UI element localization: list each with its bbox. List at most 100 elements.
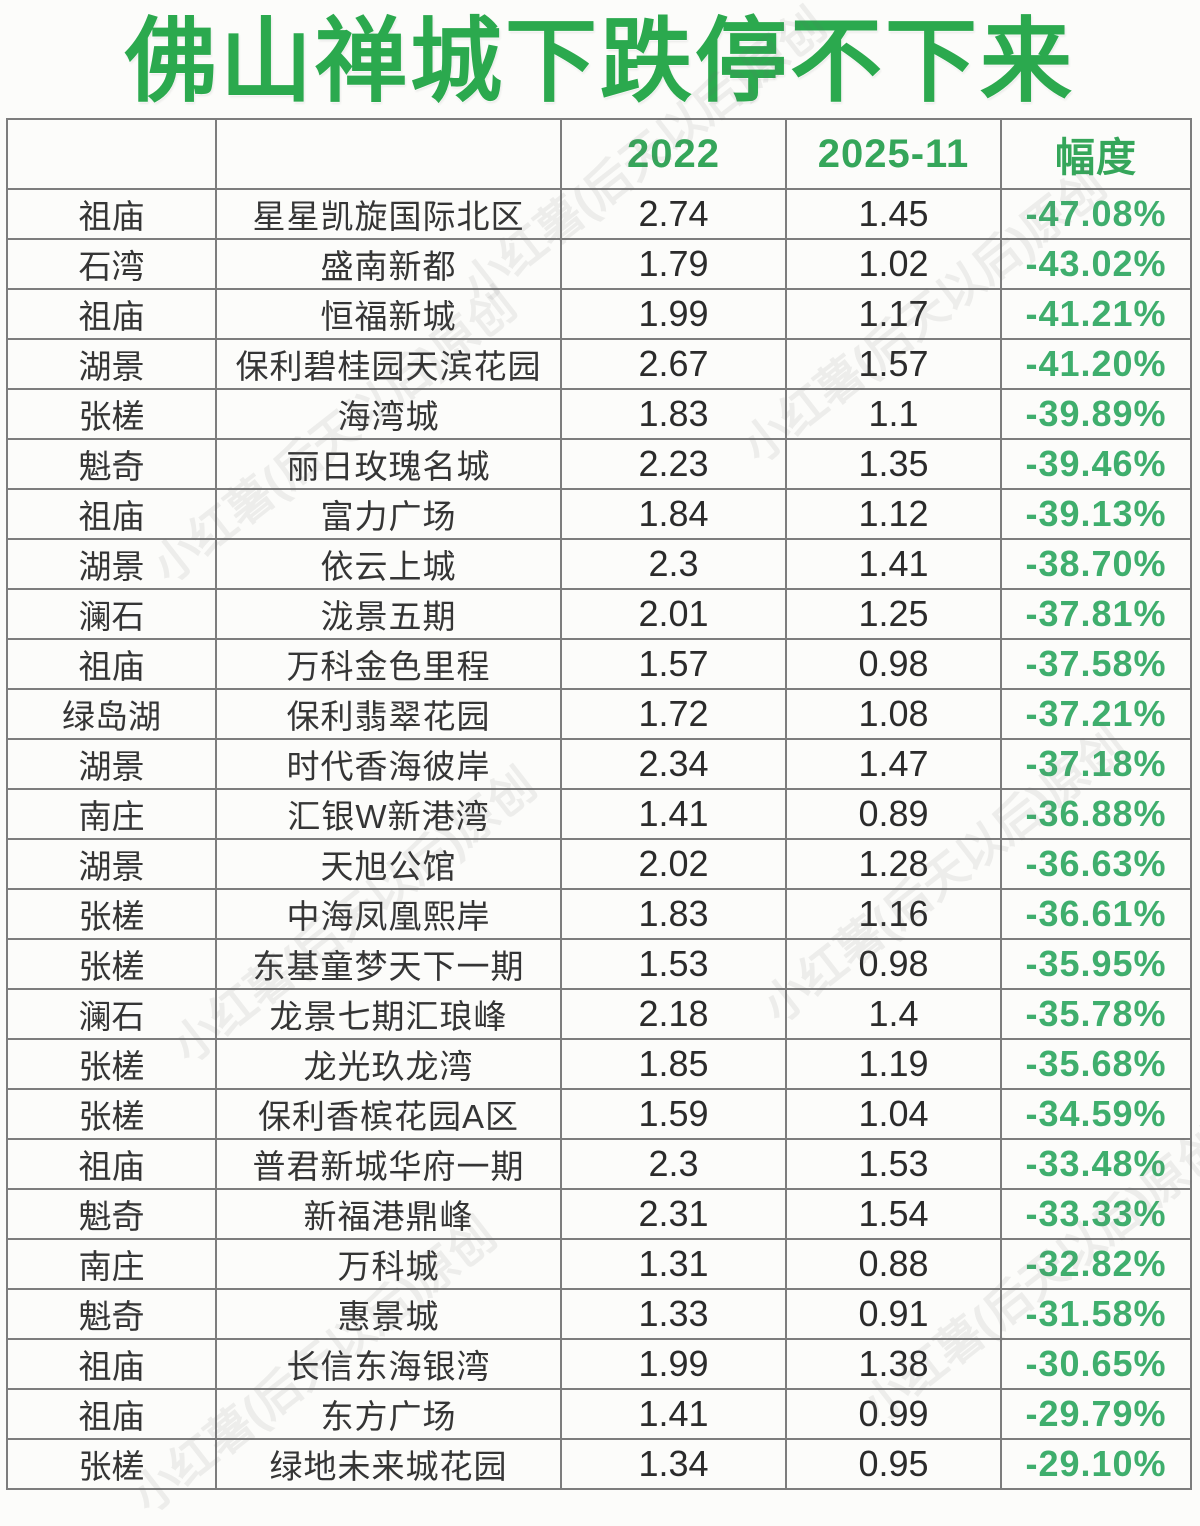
- price-2022-cell: 2.23: [560, 438, 787, 490]
- price-2022-cell: 1.85: [560, 1038, 787, 1090]
- change-cell: -31.58%: [1000, 1288, 1192, 1340]
- change-cell: -37.81%: [1000, 588, 1192, 640]
- property-name-cell: 保利碧桂园天滨花园: [215, 338, 562, 390]
- change-cell: -36.61%: [1000, 888, 1192, 940]
- table-row: 魁奇 新福港鼎峰 2.31 1.54 -33.33%: [6, 1188, 1192, 1240]
- price-2025-11-cell: 0.88: [785, 1238, 1002, 1290]
- price-2022-cell: 1.83: [560, 388, 787, 440]
- district-cell: 湖景: [6, 538, 217, 590]
- property-name-cell: 汇银W新港湾: [215, 788, 562, 840]
- change-cell: -37.18%: [1000, 738, 1192, 790]
- property-name-cell: 东基童梦天下一期: [215, 938, 562, 990]
- property-name-cell: 恒福新城: [215, 288, 562, 340]
- change-cell: -35.78%: [1000, 988, 1192, 1040]
- price-2022-cell: 2.3: [560, 538, 787, 590]
- property-name-cell: 万科城: [215, 1238, 562, 1290]
- price-2025-11-cell: 1.57: [785, 338, 1002, 390]
- table-row: 澜石 龙景七期汇琅峰 2.18 1.4 -35.78%: [6, 988, 1192, 1040]
- table-row: 湖景 依云上城 2.3 1.41 -38.70%: [6, 538, 1192, 590]
- price-2022-cell: 1.41: [560, 1388, 787, 1440]
- price-2022-cell: 2.3: [560, 1138, 787, 1190]
- property-name-cell: 普君新城华府一期: [215, 1138, 562, 1190]
- price-2025-11-cell: 0.98: [785, 638, 1002, 690]
- property-name-cell: 富力广场: [215, 488, 562, 540]
- change-cell: -33.33%: [1000, 1188, 1192, 1240]
- price-2022-cell: 2.02: [560, 838, 787, 890]
- change-cell: -36.88%: [1000, 788, 1192, 840]
- change-cell: -41.21%: [1000, 288, 1192, 340]
- header-change: 幅度: [1000, 118, 1192, 190]
- price-2025-11-cell: 1.45: [785, 188, 1002, 240]
- price-2022-cell: 1.99: [560, 1338, 787, 1390]
- price-2025-11-cell: 1.54: [785, 1188, 1002, 1240]
- price-2022-cell: 2.31: [560, 1188, 787, 1240]
- change-cell: -29.79%: [1000, 1388, 1192, 1440]
- district-cell: 绿岛湖: [6, 688, 217, 740]
- district-cell: 张槎: [6, 1088, 217, 1140]
- property-name-cell: 惠景城: [215, 1288, 562, 1340]
- table-row: 祖庙 东方广场 1.41 0.99 -29.79%: [6, 1388, 1192, 1440]
- district-cell: 湖景: [6, 738, 217, 790]
- price-table: 2022 2025-11 幅度 祖庙 星星凯旋国际北区 2.74 1.45 -4…: [6, 118, 1192, 1490]
- change-cell: -35.95%: [1000, 938, 1192, 990]
- district-cell: 张槎: [6, 938, 217, 990]
- price-2022-cell: 1.83: [560, 888, 787, 940]
- price-2025-11-cell: 1.38: [785, 1338, 1002, 1390]
- change-cell: -30.65%: [1000, 1338, 1192, 1390]
- district-cell: 魁奇: [6, 438, 217, 490]
- table-row: 石湾 盛南新都 1.79 1.02 -43.02%: [6, 238, 1192, 290]
- change-cell: -35.68%: [1000, 1038, 1192, 1090]
- change-cell: -37.21%: [1000, 688, 1192, 740]
- price-2025-11-cell: 0.99: [785, 1388, 1002, 1440]
- district-cell: 魁奇: [6, 1288, 217, 1340]
- district-cell: 张槎: [6, 388, 217, 440]
- table-row: 绿岛湖 保利翡翠花园 1.72 1.08 -37.21%: [6, 688, 1192, 740]
- property-name-cell: 星星凯旋国际北区: [215, 188, 562, 240]
- price-2025-11-cell: 0.98: [785, 938, 1002, 990]
- property-name-cell: 万科金色里程: [215, 638, 562, 690]
- table-row: 张槎 绿地未来城花园 1.34 0.95 -29.10%: [6, 1438, 1192, 1490]
- price-2025-11-cell: 1.47: [785, 738, 1002, 790]
- price-2025-11-cell: 1.02: [785, 238, 1002, 290]
- table-row: 祖庙 星星凯旋国际北区 2.74 1.45 -47.08%: [6, 188, 1192, 240]
- table-row: 张槎 中海凤凰熙岸 1.83 1.16 -36.61%: [6, 888, 1192, 940]
- district-cell: 祖庙: [6, 638, 217, 690]
- change-cell: -39.46%: [1000, 438, 1192, 490]
- property-name-cell: 天旭公馆: [215, 838, 562, 890]
- change-cell: -38.70%: [1000, 538, 1192, 590]
- table-row: 张槎 保利香槟花园A区 1.59 1.04 -34.59%: [6, 1088, 1192, 1140]
- table-row: 南庄 万科城 1.31 0.88 -32.82%: [6, 1238, 1192, 1290]
- table-row: 祖庙 长信东海银湾 1.99 1.38 -30.65%: [6, 1338, 1192, 1390]
- property-name-cell: 依云上城: [215, 538, 562, 590]
- district-cell: 祖庙: [6, 288, 217, 340]
- change-cell: -39.13%: [1000, 488, 1192, 540]
- property-name-cell: 中海凤凰熙岸: [215, 888, 562, 940]
- property-name-cell: 丽日玫瑰名城: [215, 438, 562, 490]
- price-2022-cell: 1.72: [560, 688, 787, 740]
- district-cell: 澜石: [6, 588, 217, 640]
- change-cell: -37.58%: [1000, 638, 1192, 690]
- price-2022-cell: 2.01: [560, 588, 787, 640]
- table-row: 魁奇 丽日玫瑰名城 2.23 1.35 -39.46%: [6, 438, 1192, 490]
- price-2025-11-cell: 1.04: [785, 1088, 1002, 1140]
- district-cell: 张槎: [6, 1438, 217, 1490]
- property-name-cell: 龙景七期汇琅峰: [215, 988, 562, 1040]
- property-name-cell: 泷景五期: [215, 588, 562, 640]
- price-2025-11-cell: 1.12: [785, 488, 1002, 540]
- table-row: 祖庙 万科金色里程 1.57 0.98 -37.58%: [6, 638, 1192, 690]
- price-2025-11-cell: 1.28: [785, 838, 1002, 890]
- price-2022-cell: 1.53: [560, 938, 787, 990]
- table-row: 张槎 东基童梦天下一期 1.53 0.98 -35.95%: [6, 938, 1192, 990]
- property-name-cell: 时代香海彼岸: [215, 738, 562, 790]
- header-2022: 2022: [560, 118, 787, 190]
- district-cell: 祖庙: [6, 1388, 217, 1440]
- price-2025-11-cell: 1.1: [785, 388, 1002, 440]
- change-cell: -41.20%: [1000, 338, 1192, 390]
- district-cell: 湖景: [6, 838, 217, 890]
- change-cell: -47.08%: [1000, 188, 1192, 240]
- header-property-name: [215, 118, 562, 190]
- table-row: 魁奇 惠景城 1.33 0.91 -31.58%: [6, 1288, 1192, 1340]
- change-cell: -29.10%: [1000, 1438, 1192, 1490]
- price-2022-cell: 2.74: [560, 188, 787, 240]
- district-cell: 祖庙: [6, 488, 217, 540]
